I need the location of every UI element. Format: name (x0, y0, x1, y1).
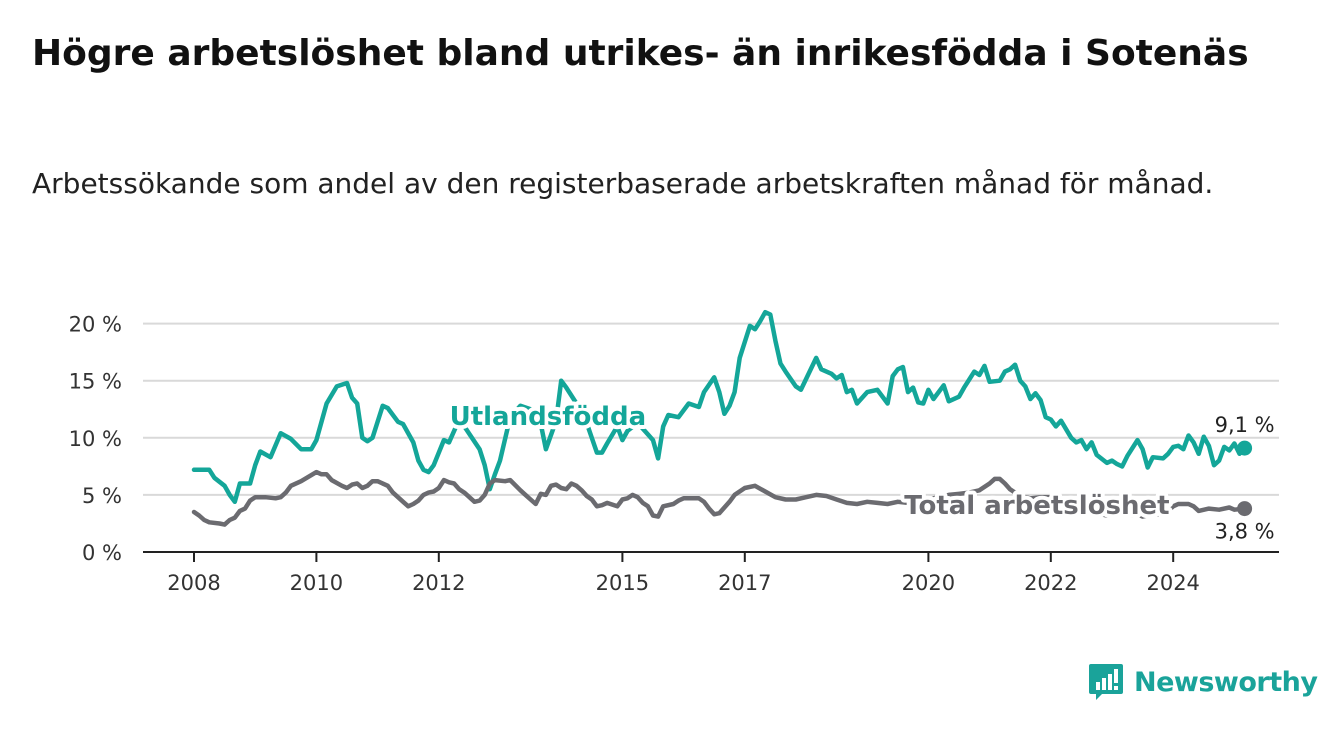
x-tick-label: 2024 (1146, 571, 1199, 595)
x-tick-label: 2010 (290, 571, 343, 595)
series-end-point-total (1237, 501, 1253, 517)
end-label-total: 3,8 % (1215, 520, 1275, 544)
x-tick-label: 2022 (1024, 571, 1077, 595)
x-tick-label: 2017 (718, 571, 771, 595)
brand-name: Newsworthy (1134, 666, 1318, 698)
series-line-total (191, 469, 1247, 527)
series-line-utlandsfodda (191, 309, 1247, 505)
x-tick-label: 2008 (167, 571, 220, 595)
chart-title: Högre arbetslöshet bland utrikes- än inr… (32, 33, 1249, 74)
end-label-utlandsfodda: 9,1 % (1215, 413, 1275, 437)
x-tick-label: 2020 (902, 571, 955, 595)
series-lines (191, 309, 1253, 527)
y-tick-label: 5 % (82, 484, 122, 508)
chart-subtitle: Arbetssökande som andel av den registerb… (32, 167, 1214, 200)
y-tick-label: 15 % (69, 370, 122, 394)
brand-logo: Newsworthy (1088, 660, 1318, 704)
series-label-utlandsfodda: Utlandsfödda (450, 402, 647, 432)
chart-labels: Utlandsfödda Total arbetslöshet 9,1 % 3,8 % (446, 398, 1275, 544)
series-end-point-utlandsfodda (1237, 440, 1253, 456)
x-tick-label: 2012 (412, 571, 465, 595)
y-tick-label: 10 % (69, 427, 122, 451)
y-tick-label: 0 % (82, 541, 122, 565)
x-tick-label: 2015 (596, 571, 649, 595)
newsworthy-logo-icon (1089, 664, 1123, 700)
y-tick-label: 20 % (69, 313, 122, 337)
axes: 0 % 5 % 10 % 15 % 20 % 2008 2010 2012 2015 2017 20… (69, 313, 1279, 595)
series-label-total: Total arbetslöshet (904, 491, 1169, 521)
gridlines (143, 322, 1279, 496)
